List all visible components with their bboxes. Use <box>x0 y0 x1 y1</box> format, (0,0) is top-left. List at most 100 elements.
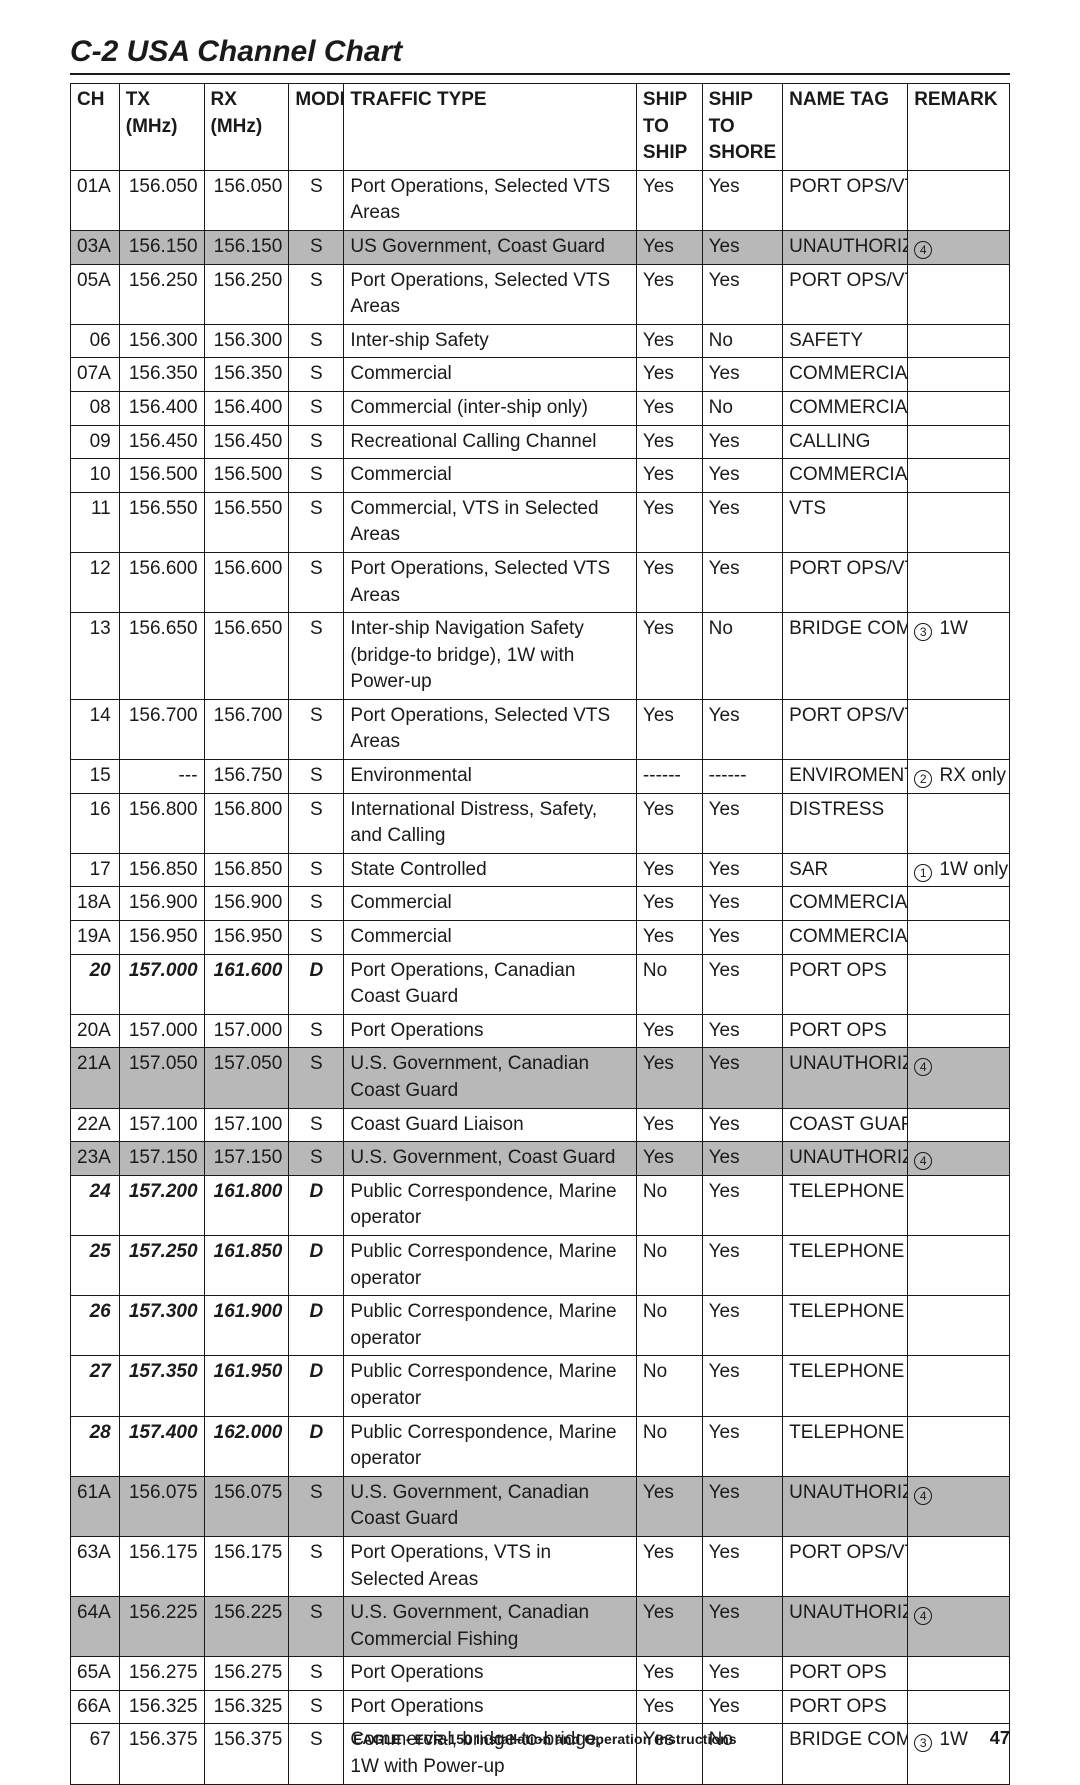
table-row: 61A156.075156.075SU.S. Government, Canad… <box>71 1476 1010 1536</box>
cell-ship-to-shore: No <box>702 391 783 425</box>
cell-traffic-type: State Controlled <box>344 853 637 887</box>
cell-rx: 156.350 <box>204 358 289 392</box>
cell-tx: 157.400 <box>119 1416 204 1476</box>
cell-name-tag: PORT OPS <box>783 954 908 1014</box>
cell-tx: 156.700 <box>119 699 204 759</box>
cell-ch: 10 <box>71 459 120 493</box>
cell-mode: S <box>289 391 344 425</box>
cell-mode: D <box>289 1356 344 1416</box>
table-row: 22A157.100157.100SCoast Guard LiaisonYes… <box>71 1108 1010 1142</box>
cell-tx: 157.200 <box>119 1175 204 1235</box>
cell-mode: D <box>289 954 344 1014</box>
cell-remark: 4 <box>908 1142 1010 1176</box>
cell-ship-to-ship: ------ <box>636 760 702 794</box>
channel-chart-table: CH TX (MHz) RX (MHz) MODE TRAFFIC TYPE S… <box>70 83 1010 1785</box>
cell-name-tag: COAST GUARD <box>783 1108 908 1142</box>
cell-ch: 63A <box>71 1536 120 1596</box>
cell-name-tag: SAFETY <box>783 324 908 358</box>
page-title: C-2 USA Channel Chart <box>70 35 1010 75</box>
cell-rx: 156.275 <box>204 1657 289 1691</box>
table-row: 15---156.750SEnvironmental------------EN… <box>71 760 1010 794</box>
cell-ch: 24 <box>71 1175 120 1235</box>
cell-traffic-type: Port Operations, VTS in Selected Areas <box>344 1536 637 1596</box>
cell-ship-to-shore: Yes <box>702 921 783 955</box>
cell-mode: S <box>289 170 344 230</box>
cell-tx: 156.050 <box>119 170 204 230</box>
cell-ch: 26 <box>71 1296 120 1356</box>
cell-traffic-type: Port Operations, Canadian Coast Guard <box>344 954 637 1014</box>
table-row: 03A156.150156.150SUS Government, Coast G… <box>71 230 1010 264</box>
footer-doc-title: EAGLE - EVR-150 Installation and Operati… <box>100 1731 990 1747</box>
table-row: 26157.300161.900DPublic Correspondence, … <box>71 1296 1010 1356</box>
cell-tx: 156.325 <box>119 1690 204 1724</box>
cell-traffic-type: Public Correspondence, Marine operator <box>344 1175 637 1235</box>
table-row: 01A156.050156.050SPort Operations, Selec… <box>71 170 1010 230</box>
cell-ship-to-ship: Yes <box>636 1597 702 1657</box>
cell-mode: S <box>289 552 344 612</box>
cell-ship-to-shore: Yes <box>702 358 783 392</box>
cell-ship-to-shore: Yes <box>702 954 783 1014</box>
cell-mode: D <box>289 1175 344 1235</box>
col-tag: NAME TAG <box>783 84 908 171</box>
cell-mode: S <box>289 613 344 700</box>
cell-tx: 156.650 <box>119 613 204 700</box>
cell-ch: 28 <box>71 1416 120 1476</box>
cell-name-tag: UNAUTHORIZED <box>783 1142 908 1176</box>
cell-traffic-type: Environmental <box>344 760 637 794</box>
cell-remark <box>908 887 1010 921</box>
col-mode: MODE <box>289 84 344 171</box>
col-tx: TX (MHz) <box>119 84 204 171</box>
cell-remark <box>908 1014 1010 1048</box>
col-remark: REMARK <box>908 84 1010 171</box>
cell-ship-to-ship: Yes <box>636 1014 702 1048</box>
cell-ch: 20 <box>71 954 120 1014</box>
cell-mode: S <box>289 492 344 552</box>
cell-mode: S <box>289 1142 344 1176</box>
cell-ship-to-ship: Yes <box>636 1142 702 1176</box>
cell-traffic-type: International Distress, Safety, and Call… <box>344 793 637 853</box>
cell-ship-to-ship: Yes <box>636 391 702 425</box>
cell-ship-to-shore: Yes <box>702 1048 783 1108</box>
cell-tx: 156.800 <box>119 793 204 853</box>
table-row: 20A157.000157.000SPort OperationsYesYesP… <box>71 1014 1010 1048</box>
col-rx: RX (MHz) <box>204 84 289 171</box>
cell-ship-to-ship: Yes <box>636 264 702 324</box>
cell-remark: 3 1W <box>908 613 1010 700</box>
cell-ship-to-ship: Yes <box>636 1476 702 1536</box>
cell-ship-to-ship: No <box>636 1296 702 1356</box>
cell-rx: 161.800 <box>204 1175 289 1235</box>
cell-name-tag: PORT OPS <box>783 1657 908 1691</box>
cell-ship-to-shore: Yes <box>702 793 783 853</box>
table-row: 23A157.150157.150SU.S. Government, Coast… <box>71 1142 1010 1176</box>
cell-ch: 07A <box>71 358 120 392</box>
cell-name-tag: TELEPHONE <box>783 1296 908 1356</box>
table-row: 09156.450156.450SRecreational Calling Ch… <box>71 425 1010 459</box>
cell-traffic-type: Port Operations, Selected VTS Areas <box>344 552 637 612</box>
page-footer: EAGLE - EVR-150 Installation and Operati… <box>70 1728 1010 1749</box>
cell-tx: --- <box>119 760 204 794</box>
table-row: 65A156.275156.275SPort OperationsYesYesP… <box>71 1657 1010 1691</box>
cell-ship-to-shore: Yes <box>702 552 783 612</box>
cell-rx: 156.500 <box>204 459 289 493</box>
cell-ship-to-shore: Yes <box>702 1536 783 1596</box>
table-row: 18A156.900156.900SCommercialYesYesCOMMER… <box>71 887 1010 921</box>
cell-mode: S <box>289 1657 344 1691</box>
cell-ship-to-ship: Yes <box>636 425 702 459</box>
cell-tx: 156.300 <box>119 324 204 358</box>
cell-ch: 17 <box>71 853 120 887</box>
cell-mode: S <box>289 358 344 392</box>
cell-name-tag: CALLING <box>783 425 908 459</box>
cell-ship-to-ship: No <box>636 1416 702 1476</box>
cell-tx: 157.000 <box>119 1014 204 1048</box>
cell-traffic-type: Inter-ship Safety <box>344 324 637 358</box>
cell-rx: 157.100 <box>204 1108 289 1142</box>
cell-tx: 156.350 <box>119 358 204 392</box>
cell-ship-to-ship: Yes <box>636 853 702 887</box>
cell-rx: 156.850 <box>204 853 289 887</box>
cell-ch: 18A <box>71 887 120 921</box>
cell-mode: S <box>289 1048 344 1108</box>
cell-ship-to-ship: No <box>636 954 702 1014</box>
cell-tx: 156.175 <box>119 1536 204 1596</box>
cell-ship-to-ship: Yes <box>636 1108 702 1142</box>
table-row: 14156.700156.700SPort Operations, Select… <box>71 699 1010 759</box>
